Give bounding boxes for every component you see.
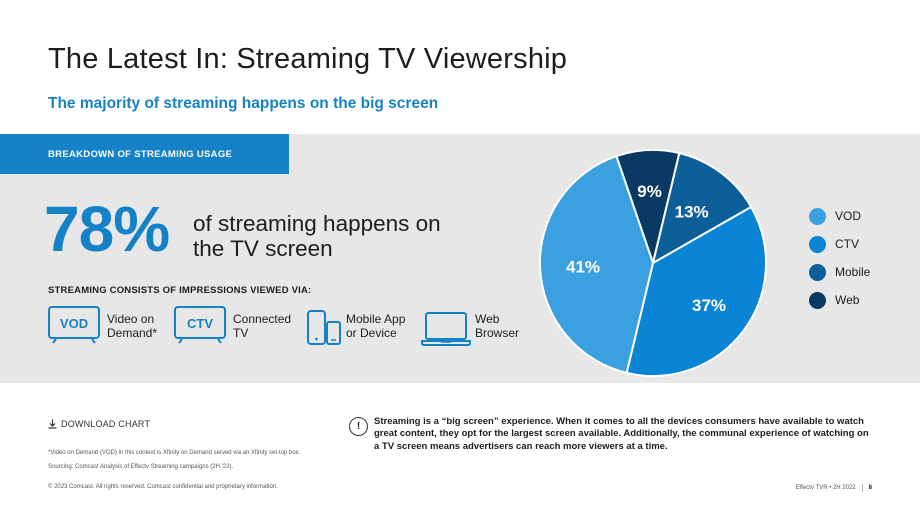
device-label-line2: TV xyxy=(233,325,249,340)
legend-item-web: Web xyxy=(809,291,859,309)
legend-dot-vod xyxy=(809,207,826,225)
device-label-line1: Web xyxy=(475,312,500,326)
legend-label-mobile: Mobile xyxy=(835,265,871,279)
page-subtitle: The majority of streaming happens on the… xyxy=(48,95,439,112)
device-label-line2: Demand* xyxy=(107,325,158,340)
legend-item-mobile: Mobile xyxy=(809,263,870,281)
device-label-line1: Video on xyxy=(107,312,155,326)
device-label-line1: Mobile App xyxy=(346,312,406,326)
device-label-line2: Browser xyxy=(475,325,520,340)
pie-label-vod: 41% xyxy=(566,257,600,276)
big-stat-description: of streaming happens on the TV screen xyxy=(193,211,441,261)
mobile-device-icon xyxy=(307,310,341,345)
page-footer: Effectv TVR • 2H 2022 8 xyxy=(796,484,872,492)
tv-ctv-icon: CTV xyxy=(174,306,226,344)
legend-item-vod: VOD xyxy=(809,207,861,225)
footnote: *Video on Demand (VOD) in this context i… xyxy=(48,450,301,456)
download-chart-link[interactable]: DOWNLOAD CHART xyxy=(48,419,150,429)
panel-tab: BREAKDOWN OF STREAMING USAGE xyxy=(0,134,289,174)
vod-badge: VOD xyxy=(60,316,88,331)
legend-label-web: Web xyxy=(835,293,860,307)
device-label-line1: Connected xyxy=(233,312,292,326)
exclamation-icon: ! xyxy=(349,417,368,436)
report-name: Effectv TVR • 2H 2022 xyxy=(795,485,856,491)
big-stat: 78% xyxy=(44,193,170,265)
streaming-pie-chart: 9% 13% 37% 41% xyxy=(539,149,767,377)
pie-label-web: 9% xyxy=(637,182,662,201)
pie-label-ctv: 37% xyxy=(692,296,726,315)
tv-vod-icon: VOD xyxy=(48,306,100,344)
legend-label-ctv: CTV xyxy=(835,237,859,251)
device-label-ctv: Connected TV xyxy=(233,312,292,341)
footer-divider xyxy=(861,484,863,492)
consists-label: STREAMING CONSISTS OF IMPRESSIONS VIEWED… xyxy=(48,285,312,296)
legend-label-vod: VOD xyxy=(835,209,862,223)
device-label-web: Web Browser xyxy=(475,312,520,341)
pie-slice-ctv xyxy=(625,205,767,377)
legend-dot-web xyxy=(809,291,826,309)
device-label-line2: or Device xyxy=(346,325,397,340)
legend-item-ctv: CTV xyxy=(809,235,859,253)
pie-label-mobile: 13% xyxy=(675,202,709,221)
device-label-mobile: Mobile App or Device xyxy=(346,312,406,341)
ctv-badge: CTV xyxy=(187,316,213,331)
laptop-icon xyxy=(421,312,471,346)
page-number: 8 xyxy=(868,485,872,491)
device-label-vod: Video on Demand* xyxy=(107,312,158,341)
pie-slice-vod xyxy=(539,154,655,375)
callout-text: Streaming is a “big screen” experience. … xyxy=(374,416,869,452)
page-title: The Latest In: Streaming TV Viewership xyxy=(48,43,568,75)
legend-dot-ctv xyxy=(809,235,826,253)
sourcing-note: Sourcing: Comcast Analysis of Effectv St… xyxy=(48,464,234,470)
download-icon xyxy=(48,419,57,429)
legend-dot-mobile xyxy=(809,263,826,281)
download-chart-label: DOWNLOAD CHART xyxy=(61,419,151,429)
pie-slice-mobile xyxy=(651,151,753,266)
copyright: © 2023 Comcast. All rights reserved. Com… xyxy=(48,484,278,490)
